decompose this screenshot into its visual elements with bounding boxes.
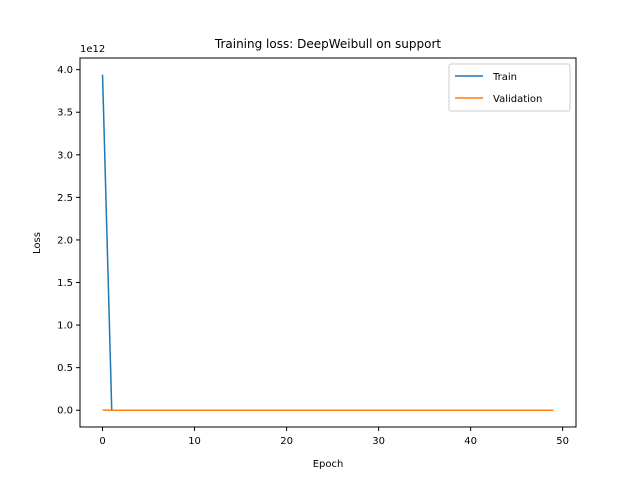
plot-area-frame [79, 57, 577, 428]
chart-title: Training loss: DeepWeibull on support [214, 37, 442, 51]
y-tick-label: 3.0 [57, 150, 73, 161]
x-axis-ticks: 0 10 20 30 40 50 [99, 427, 569, 447]
y-tick-label: 0.0 [57, 406, 73, 417]
legend-entry: Validation [493, 94, 542, 105]
y-offset-text: 1e12 [80, 44, 105, 55]
y-tick-label: 2.0 [57, 235, 73, 246]
y-tick-label: 4.0 [57, 65, 73, 76]
x-tick-label: 10 [188, 436, 201, 447]
legend-entry: Train [492, 72, 517, 83]
x-tick-label: 50 [556, 436, 569, 447]
y-axis-label: Loss [32, 232, 43, 254]
y-tick-label: 0.5 [57, 363, 73, 374]
x-tick-label: 30 [372, 436, 385, 447]
y-axis-ticks: 0.0 0.5 1.0 1.5 2.0 2.5 3.0 3.5 4.0 [57, 65, 80, 417]
legend: Train Validation [448, 63, 571, 112]
x-tick-label: 40 [464, 436, 477, 447]
x-tick-label: 20 [280, 436, 293, 447]
series-lines [101, 74, 554, 411]
y-tick-label: 3.5 [57, 108, 73, 119]
y-tick-label: 1.5 [57, 278, 73, 289]
x-tick-label: 0 [99, 436, 105, 447]
y-tick-label: 1.0 [57, 321, 73, 332]
y-tick-label: 2.5 [57, 193, 73, 204]
x-axis-label: Epoch [313, 459, 344, 470]
